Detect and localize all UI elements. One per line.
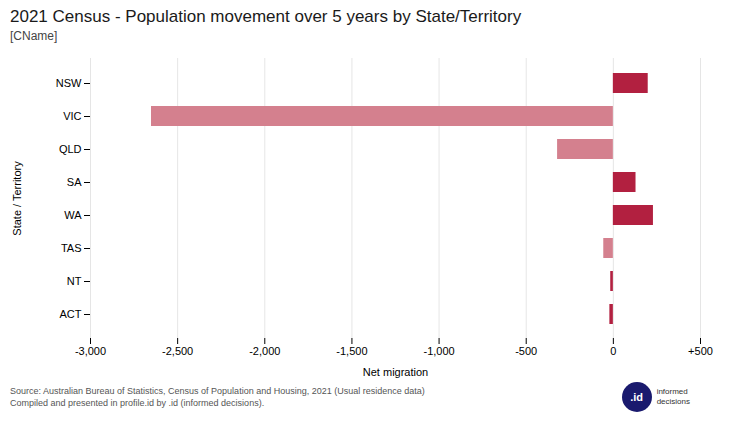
html-text:decisions: decisions bbox=[656, 397, 690, 406]
html-text:[CName]: [CName] bbox=[10, 29, 58, 43]
svg-text:+500: +500 bbox=[688, 345, 713, 357]
svg-text:-1,500: -1,500 bbox=[336, 345, 367, 357]
svg-text:NT: NT bbox=[67, 275, 82, 287]
svg-text:-3,000: -3,000 bbox=[75, 345, 106, 357]
svg-text:Net migration: Net migration bbox=[363, 366, 428, 378]
svg-text:ACT: ACT bbox=[60, 308, 82, 320]
svg-text:-500: -500 bbox=[515, 345, 537, 357]
svg-text:0: 0 bbox=[610, 345, 616, 357]
html-text:.id: .id bbox=[630, 391, 644, 403]
svg-text:TAS: TAS bbox=[61, 242, 82, 254]
svg-text:NSW: NSW bbox=[56, 77, 82, 89]
svg-text:-2,500: -2,500 bbox=[162, 345, 193, 357]
svg-text:State / Territory: State / Territory bbox=[11, 161, 23, 236]
svg-text:VIC: VIC bbox=[63, 110, 81, 122]
svg-text:-1,000: -1,000 bbox=[423, 345, 454, 357]
html-text:Source: Australian Bureau of S: Source: Australian Bureau of Statistics,… bbox=[10, 386, 425, 408]
html-text:informed: informed bbox=[656, 387, 688, 396]
svg-text:WA: WA bbox=[64, 209, 82, 221]
svg-text:-2,000: -2,000 bbox=[249, 345, 280, 357]
svg-text:QLD: QLD bbox=[59, 143, 82, 155]
html-text:2021 Census - Population movem: 2021 Census - Population movement over 5… bbox=[10, 7, 522, 26]
svg-text:SA: SA bbox=[67, 176, 82, 188]
